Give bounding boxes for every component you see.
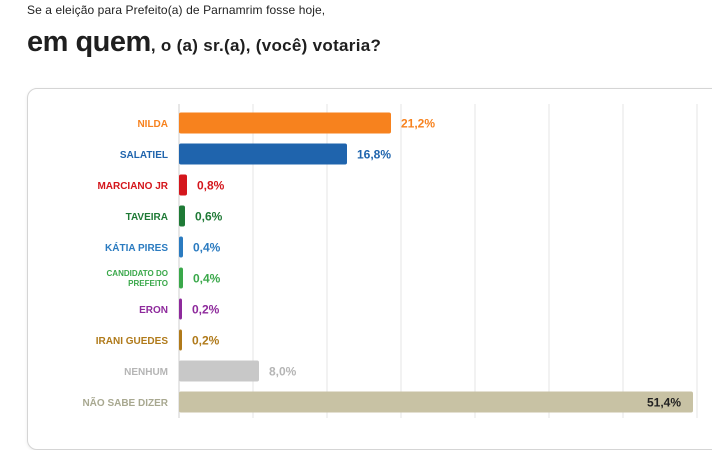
value-label: 16,8% <box>357 148 391 162</box>
bar <box>179 360 259 382</box>
value-label: 0,6% <box>195 210 223 224</box>
bar <box>179 267 183 289</box>
bar <box>179 112 391 134</box>
bar <box>179 391 693 413</box>
chart-card <box>27 88 712 450</box>
bar-row: TAVEIRA 0,6% <box>126 205 223 227</box>
bar <box>179 329 182 351</box>
value-label: 0,8% <box>197 179 225 193</box>
bar <box>179 174 187 196</box>
bar-chart: NILDA 21,2% SALATIEL 16,8% MARCIANO JR 0,8% TA… <box>82 104 698 418</box>
category-label: ERON <box>139 305 168 316</box>
category-label: NÃO SABE DIZER <box>82 396 168 409</box>
bar <box>179 298 182 320</box>
intro-text: Se a eleição para Prefeito(a) de Parnamr… <box>27 3 326 17</box>
category-label: CANDIDATO DO PREFEITO <box>107 269 168 288</box>
bar <box>179 205 185 227</box>
question-emphasis: em quem <box>27 26 151 58</box>
bar-row: IRANI GUEDES 0,2% <box>96 329 220 351</box>
bar-row: NILDA 21,2% <box>137 112 435 134</box>
value-label: 51,4% <box>647 396 681 410</box>
value-label: 0,4% <box>193 272 221 286</box>
bar <box>179 236 183 258</box>
category-label: IRANI GUEDES <box>96 336 169 347</box>
bar-row: SALATIEL 16,8% <box>120 143 391 165</box>
question-rest: , o (a) sr.(a), (você) votaria? <box>150 36 382 55</box>
category-label: TAVEIRA <box>126 212 168 223</box>
category-label: NILDA <box>137 119 168 130</box>
bar-row: CANDIDATO DO PREFEITO 0,4% <box>107 267 221 289</box>
value-label: 0,2% <box>192 334 220 348</box>
question-title: em quem, o (a) sr.(a), (você) votaria? <box>27 26 381 59</box>
category-label: KÁTIA PIRES <box>105 241 168 254</box>
bar-row: MARCIANO JR 0,8% <box>97 174 225 196</box>
category-label: NENHUM <box>124 367 168 378</box>
value-label: 8,0% <box>269 365 297 379</box>
bar-row: NÃO SABE DIZER 51,4% <box>82 391 693 413</box>
bar-row: NENHUM 8,0% <box>124 360 297 382</box>
category-label: MARCIANO JR <box>97 181 168 192</box>
value-label: 21,2% <box>401 117 435 131</box>
bar-row: KÁTIA PIRES 0,4% <box>105 236 221 258</box>
bar <box>179 143 347 165</box>
value-label: 0,2% <box>192 303 220 317</box>
category-label: SALATIEL <box>120 150 168 161</box>
bar-row: ERON 0,2% <box>139 298 220 320</box>
value-label: 0,4% <box>193 241 221 255</box>
